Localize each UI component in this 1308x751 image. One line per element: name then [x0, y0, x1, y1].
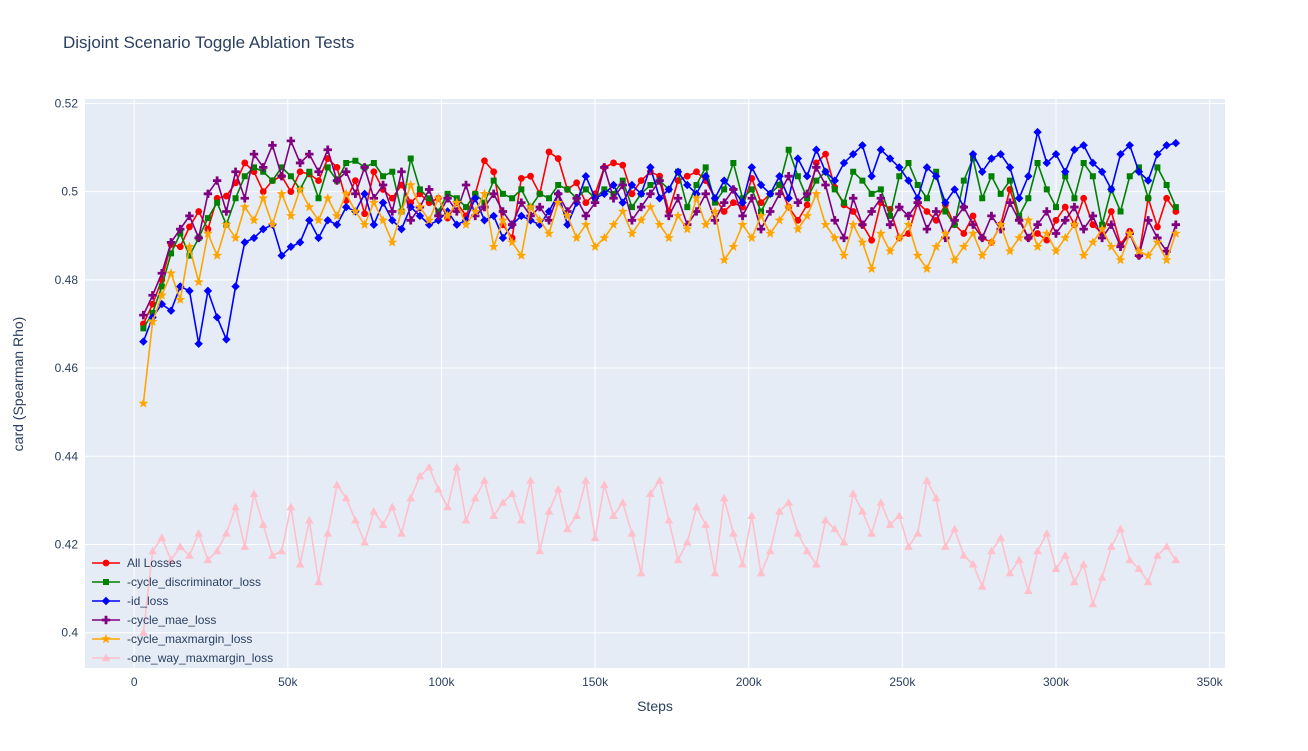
- y-tick-label: 0.46: [55, 361, 79, 375]
- legend-label: -cycle_discriminator_loss: [127, 574, 262, 589]
- legend-item-cycle-discriminator-loss[interactable]: -cycle_discriminator_loss: [91, 572, 273, 591]
- series-id-loss: [139, 127, 1181, 348]
- x-tick-label: 200k: [736, 675, 763, 689]
- y-tick-label: 0.42: [55, 537, 79, 551]
- legend-label: -cycle_maxmargin_loss: [127, 631, 253, 646]
- legend-item-one-way-maxmargin-loss[interactable]: -one_way_maxmargin_loss: [91, 648, 273, 667]
- diamond-marker-icon: [92, 596, 120, 605]
- legend-label: -cycle_mae_loss: [127, 612, 217, 627]
- series-one-way-maxmargin-loss: [138, 462, 1181, 636]
- legend-label: All Losses: [127, 555, 182, 570]
- y-axis-title: card (Spearman Rho): [10, 316, 26, 452]
- x-tick-label: 0: [131, 675, 138, 689]
- x-axis-title: Steps: [637, 698, 673, 714]
- circle-marker-icon: [92, 559, 120, 566]
- legend: All Losses -cycle_discriminator_loss -id_l…: [91, 553, 273, 667]
- chart-title: Disjoint Scenario Toggle Ablation Tests: [63, 33, 355, 52]
- series-markers: [138, 179, 1181, 408]
- y-tick-label: 0.52: [55, 96, 79, 110]
- series-All Losses: [139, 148, 1180, 328]
- cross-marker-icon: [92, 615, 120, 624]
- legend-item-All Losses[interactable]: All Losses: [91, 553, 273, 572]
- x-tick-label: 150k: [582, 675, 609, 689]
- x-tick-label: 250k: [889, 675, 916, 689]
- x-tick-label: 50k: [278, 675, 298, 689]
- legend-item-cycle-mae-loss[interactable]: -cycle_mae_loss: [91, 610, 273, 629]
- series-cycle-maxmargin-loss: [138, 179, 1181, 408]
- series-markers: [139, 127, 1181, 348]
- x-tick-label: 350k: [1197, 675, 1224, 689]
- triangle-up-marker-icon: [92, 653, 120, 661]
- x-tick-label: 100k: [428, 675, 455, 689]
- y-tick-label: 0.48: [55, 273, 79, 287]
- legend-label: -id_loss: [127, 593, 169, 608]
- star-marker-icon: [92, 633, 120, 643]
- x-tick-label: 300k: [1043, 675, 1070, 689]
- y-tick-label: 0.44: [55, 449, 79, 463]
- legend-label: -one_way_maxmargin_loss: [127, 650, 274, 665]
- plot-area-background: [85, 99, 1225, 668]
- y-tick-label: 0.5: [61, 185, 78, 199]
- square-marker-icon: [92, 578, 120, 585]
- y-tick-label: 0.4: [61, 626, 78, 640]
- legend-item-cycle-maxmargin-loss[interactable]: -cycle_maxmargin_loss: [91, 629, 273, 648]
- series-markers: [139, 136, 1181, 320]
- legend-item-id-loss[interactable]: -id_loss: [91, 591, 273, 610]
- series-cycle-mae-loss: [139, 136, 1181, 320]
